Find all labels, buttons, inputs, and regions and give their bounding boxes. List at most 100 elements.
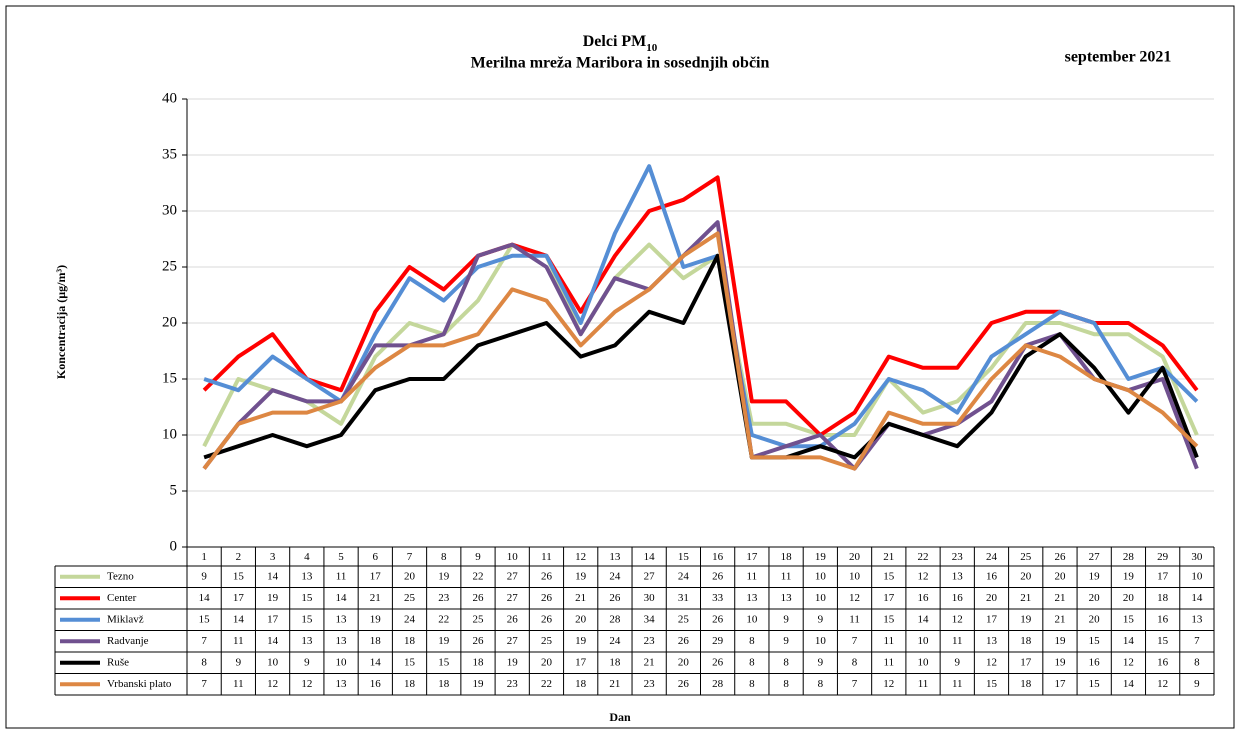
x-tick-label: 11 [541,551,552,563]
table-cell: 7 [852,635,858,647]
table-cell: 9 [783,635,789,647]
x-tick-label: 10 [507,551,519,563]
table-cell: 8 [749,635,755,647]
table-cell: 18 [438,678,450,690]
table-cell: 9 [236,656,242,668]
table-cell: 15 [1157,635,1169,647]
x-tick-label: 12 [575,551,586,563]
table-cell: 26 [541,570,553,582]
legend-label: Tezno [107,570,134,582]
table-cell: 26 [712,656,724,668]
table-cell: 23 [644,635,656,647]
y-tick-label: 35 [162,146,177,162]
series-line [202,175,1199,437]
series-line [202,231,1199,471]
table-cell: 29 [712,635,724,647]
x-tick-label: 30 [1191,551,1203,563]
table-cell: 25 [541,635,553,647]
table-cell: 27 [507,570,519,582]
chart-title: Delci PM10 [583,33,658,54]
table-cell: 8 [783,656,789,668]
x-tick-label: 27 [1089,551,1101,563]
table-cell: 16 [986,570,998,582]
table-cell: 24 [404,613,416,625]
table-cell: 13 [336,635,348,647]
y-tick-label: 15 [162,370,177,386]
table-cell: 21 [1054,613,1065,625]
table-cell: 19 [1089,570,1101,582]
table-cell: 9 [818,656,824,668]
table-cell: 14 [1191,592,1203,604]
x-tick-label: 3 [270,551,276,563]
table-cell: 12 [267,678,278,690]
table-cell: 15 [404,656,416,668]
table-cell: 10 [815,635,827,647]
table-cell: 18 [404,678,416,690]
table-cell: 27 [507,592,519,604]
table-cell: 19 [507,656,519,668]
y-tick-label: 10 [162,426,177,442]
table-cell: 10 [918,656,930,668]
table-cell: 19 [1054,656,1066,668]
table-cell: 13 [301,635,313,647]
table-cell: 14 [918,613,930,625]
table-cell: 30 [644,592,656,604]
table-cell: 20 [678,656,690,668]
title-text: Delci PM [583,33,647,50]
table-cell: 14 [370,656,382,668]
table-cell: 18 [1157,592,1169,604]
table-cell: 22 [438,613,449,625]
legend-label: Miklavž [107,613,144,625]
table-cell: 12 [883,678,894,690]
table-cell: 13 [301,570,313,582]
x-tick-label: 29 [1157,551,1169,563]
table-cell: 24 [609,570,621,582]
x-tick-label: 1 [201,551,207,563]
x-tick-label: 28 [1123,551,1135,563]
x-tick-label: 4 [304,551,310,563]
x-tick-label: 24 [986,551,998,563]
table-cell: 23 [438,592,450,604]
table-cell: 16 [1089,656,1101,668]
table-cell: 21 [575,592,586,604]
table-cell: 13 [952,570,964,582]
table-cell: 15 [986,678,998,690]
table-cell: 28 [609,613,621,625]
x-tick-label: 21 [883,551,894,563]
table-cell: 17 [575,656,587,668]
x-tick-label: 18 [781,551,793,563]
table-cell: 27 [507,635,519,647]
table-cell: 19 [267,592,279,604]
table-cell: 17 [370,570,382,582]
table-cell: 17 [883,592,895,604]
table-cell: 7 [201,678,207,690]
table-cell: 26 [507,613,519,625]
table-cell: 20 [1089,592,1101,604]
y-tick-label: 25 [162,258,177,274]
table-cell: 19 [438,570,450,582]
series-line [203,164,1199,449]
y-tick-label: 20 [162,314,177,330]
table-cell: 9 [955,656,961,668]
table-cell: 11 [233,678,244,690]
series-line [202,220,1199,471]
table-cell: 9 [201,570,207,582]
table-cell: 21 [370,592,381,604]
table-cell: 15 [1089,635,1101,647]
table-cell: 19 [575,635,587,647]
table-cell: 11 [849,613,860,625]
table-cell: 8 [818,678,824,690]
x-axis-label: Dan [609,710,631,724]
table-cell: 12 [301,678,312,690]
table-cell: 15 [199,613,211,625]
table-cell: 11 [336,570,347,582]
table-cell: 12 [1123,656,1134,668]
x-tick-label: 23 [952,551,964,563]
table-cell: 13 [746,592,758,604]
x-tick-label: 20 [849,551,861,563]
table-cell: 25 [472,613,484,625]
table-cell: 12 [1157,678,1168,690]
x-tick-label: 19 [815,551,827,563]
table-cell: 17 [267,613,279,625]
table-cell: 17 [1054,678,1066,690]
